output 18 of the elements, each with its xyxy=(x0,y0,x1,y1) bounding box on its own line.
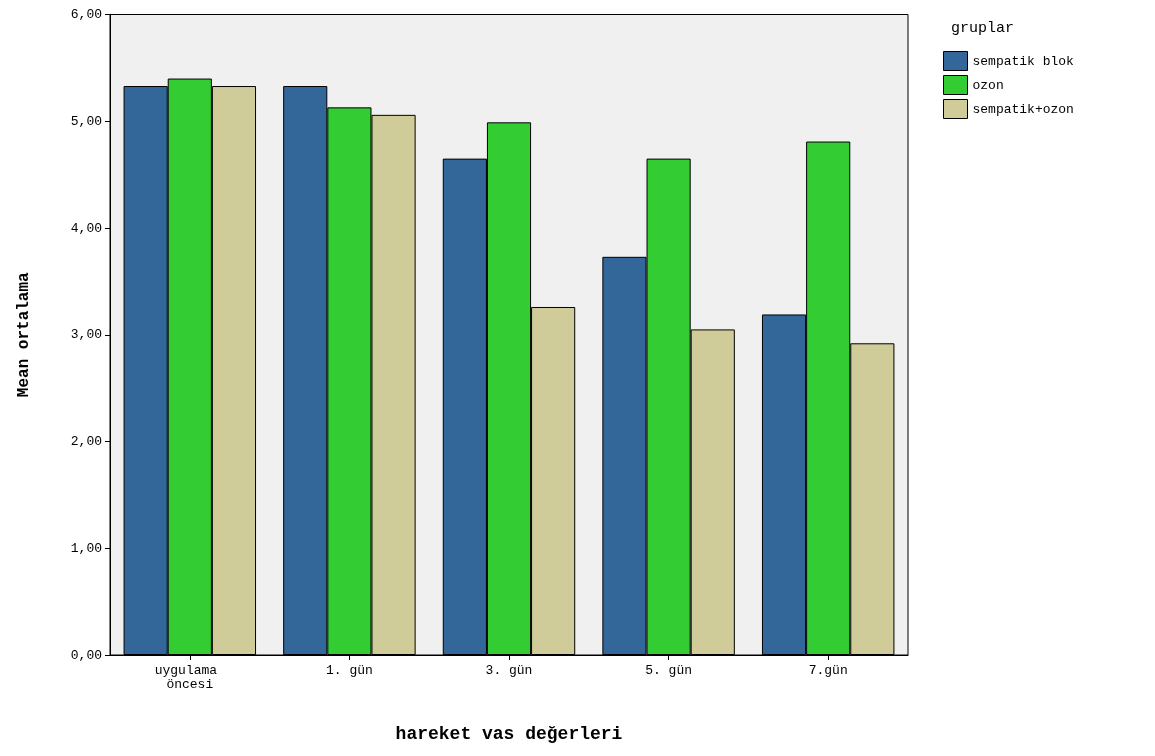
legend-label: sempatik blok xyxy=(972,53,1075,69)
y-tick-label: 4,00 xyxy=(70,220,102,236)
y-tick-label: 6,00 xyxy=(70,7,102,22)
x-tick-label: uygulama öncesi xyxy=(154,662,225,692)
y-tick-label: 5,00 xyxy=(70,113,102,129)
y-axis-title: Mean ortalama xyxy=(15,271,33,398)
x-tick-label: 3. gün xyxy=(485,662,533,678)
legend-title: gruplar xyxy=(951,20,1015,37)
legend-label: ozon xyxy=(972,77,1004,93)
y-tick-label: 1,00 xyxy=(70,540,102,556)
x-tick-label: 7.gün xyxy=(808,662,848,678)
y-tick-label: 3,00 xyxy=(70,327,102,343)
x-tick-label: 5. gün xyxy=(645,662,693,678)
y-tick-label: 0,00 xyxy=(70,647,102,663)
y-tick-label: 2,00 xyxy=(70,434,102,449)
x-axis-title: hareket vas değerleri xyxy=(395,724,623,744)
legend-label: sempatik+ozon xyxy=(972,101,1074,117)
x-tick-label: 1. gün xyxy=(325,662,373,678)
